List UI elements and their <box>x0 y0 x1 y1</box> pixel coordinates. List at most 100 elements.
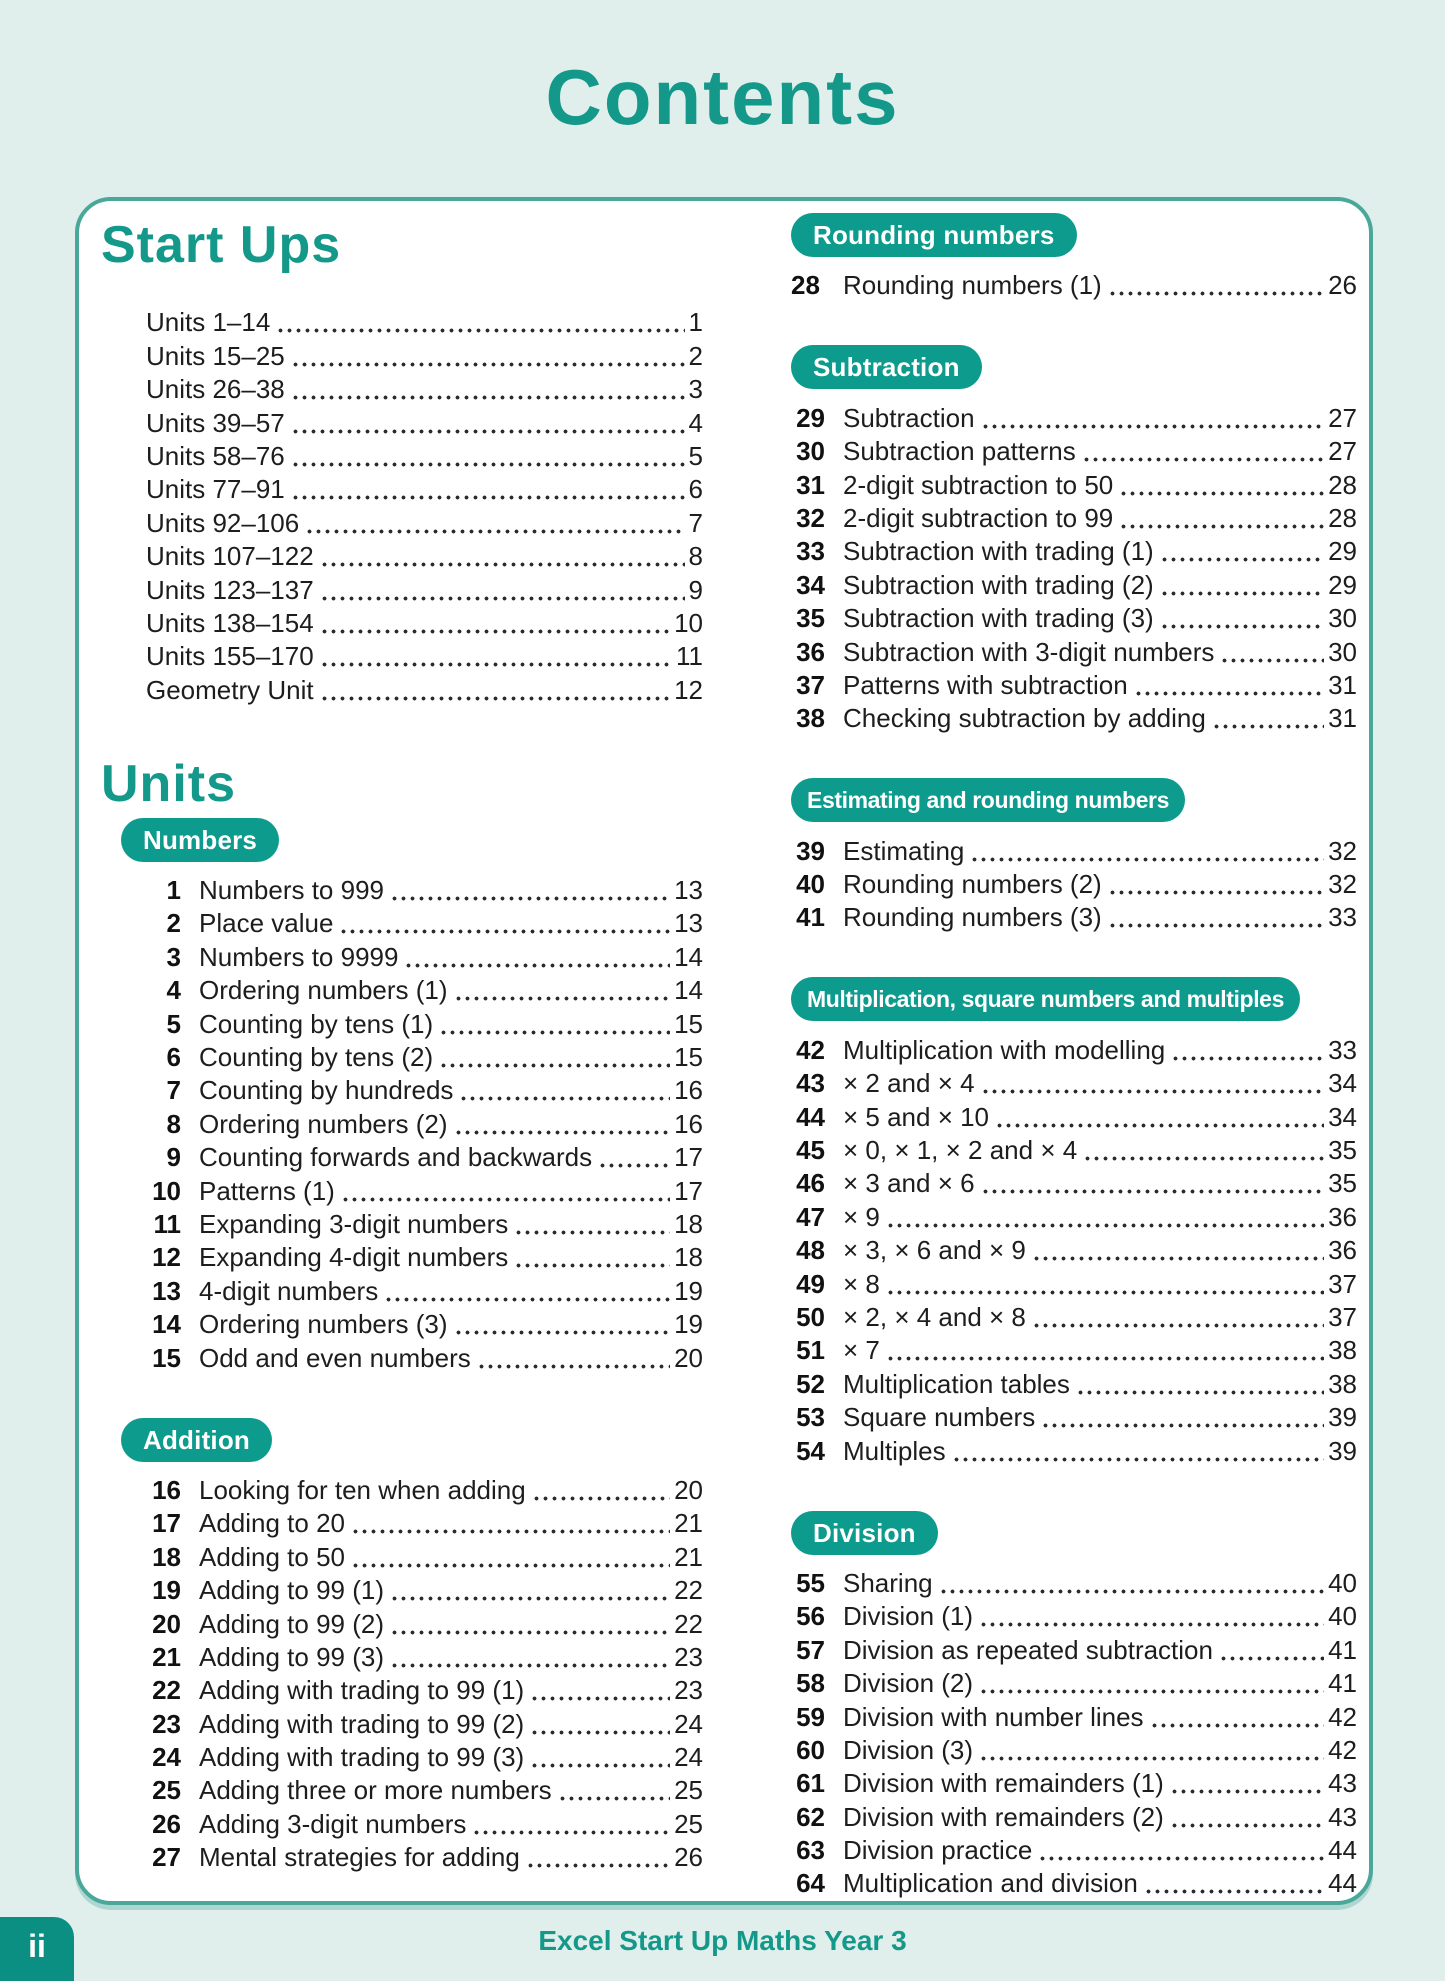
toc-entry-number: 57 <box>796 1634 825 1665</box>
toc-entry-title: 2-digit subtraction to 50 <box>843 469 1114 500</box>
dot-leader <box>1171 1055 1325 1061</box>
toc-entry-number: 54 <box>796 1435 825 1466</box>
toc-entry-number: 64 <box>796 1868 825 1899</box>
toc-entry-page: 7 <box>688 507 703 538</box>
toc-entry-title: Units 77–91 <box>146 474 285 505</box>
toc-entry-title: Units 155–170 <box>146 641 314 672</box>
toc-entry-number: 42 <box>796 1034 825 1065</box>
section-list-subtraction: 29 Subtraction 27 30 Subtraction patterns 27 3… <box>791 400 1357 734</box>
dot-leader <box>525 1863 671 1869</box>
toc-entry: 38 Checking subtraction by adding 31 <box>791 701 1357 734</box>
toc-entry-title: Adding to 50 <box>199 1541 346 1572</box>
dot-leader <box>1169 1789 1325 1795</box>
toc-entry-page: 21 <box>674 1541 703 1572</box>
dot-leader <box>476 1363 671 1369</box>
toc-entry: Units 58–76 5 <box>101 439 703 472</box>
toc-entry-page: 23 <box>674 1675 703 1706</box>
toc-entry-number: 61 <box>796 1768 825 1799</box>
toc-entry: 5 Counting by tens (1) 15 <box>101 1006 703 1039</box>
toc-entry: 45 × 0, × 1, × 2 and × 4 35 <box>791 1133 1357 1166</box>
dot-leader <box>319 595 685 601</box>
toc-entry-page: 14 <box>674 975 703 1006</box>
toc-entry-page: 44 <box>1328 1868 1357 1899</box>
toc-entry-title: × 7 <box>843 1335 880 1366</box>
toc-entry-title: Expanding 3-digit numbers <box>199 1208 509 1239</box>
dot-leader <box>1159 624 1325 630</box>
toc-entry: Units 1–14 1 <box>101 305 703 338</box>
dot-leader <box>1143 1889 1325 1895</box>
dot-leader <box>290 428 685 434</box>
toc-entry-number: 26 <box>152 1808 181 1839</box>
toc-entry-title: Subtraction with trading (2) <box>843 569 1154 600</box>
dot-leader <box>459 1096 671 1102</box>
toc-entry-page: 2 <box>688 340 703 371</box>
toc-entry-title: × 0, × 1, × 2 and × 4 <box>843 1135 1078 1166</box>
dot-leader <box>530 1763 671 1769</box>
toc-entry-number: 51 <box>796 1335 825 1366</box>
toc-entry-title: Geometry Unit <box>146 674 314 705</box>
section-badge-estimating-and-rounding-numbers: Estimating and rounding numbers <box>791 778 1186 823</box>
toc-entry: Units 39–57 4 <box>101 405 703 438</box>
toc-entry: 23 Adding with trading to 99 (2) 24 <box>101 1706 703 1739</box>
toc-entry: 18 Adding to 50 21 <box>101 1539 703 1572</box>
toc-entry: Geometry Unit 12 <box>101 672 703 705</box>
toc-entry: 4 Ordering numbers (1) 14 <box>101 973 703 1006</box>
toc-entry-page: 15 <box>674 1008 703 1039</box>
toc-entry-number: 40 <box>796 869 825 900</box>
dot-leader <box>938 1588 1325 1594</box>
toc-entry-number: 33 <box>796 536 825 567</box>
toc-entry-title: Division (1) <box>843 1601 974 1632</box>
dot-leader <box>472 1829 671 1835</box>
dot-leader <box>453 996 671 1002</box>
toc-entry-page: 25 <box>674 1775 703 1806</box>
toc-entry: 50 × 2, × 4 and × 8 37 <box>791 1300 1357 1333</box>
toc-entry-page: 21 <box>674 1508 703 1539</box>
toc-entry-page: 16 <box>674 1075 703 1106</box>
dot-leader <box>1083 1156 1325 1162</box>
toc-entry-page: 39 <box>1328 1402 1357 1433</box>
toc-entry-title: Rounding numbers (3) <box>843 902 1102 933</box>
dot-leader <box>979 1689 1325 1695</box>
toc-entry-title: Multiplication tables <box>843 1368 1070 1399</box>
section-list-numbers: 1 Numbers to 999 13 2 Place value 13 3 Numbers … <box>101 873 703 1374</box>
toc-entry: 31 2-digit subtraction to 50 28 <box>791 467 1357 500</box>
toc-entry-number: 9 <box>166 1142 181 1173</box>
toc-entry-number: 21 <box>152 1641 181 1672</box>
page-title: Contents <box>545 53 900 141</box>
dot-leader <box>404 962 671 968</box>
toc-entry-page: 35 <box>1328 1135 1357 1166</box>
dot-leader <box>980 1089 1325 1095</box>
toc-entry-title: Counting by tens (2) <box>199 1042 434 1073</box>
toc-entry-title: Ordering numbers (3) <box>199 1309 448 1340</box>
toc-entry-title: Patterns (1) <box>199 1175 335 1206</box>
dot-leader <box>340 1196 671 1202</box>
toc-entry-page: 41 <box>1328 1634 1357 1665</box>
page-number-tab: ii <box>0 1917 74 1981</box>
dot-leader <box>1159 557 1325 563</box>
toc-entry-number: 37 <box>796 669 825 700</box>
dot-leader <box>1107 923 1325 929</box>
toc-entry-number: 53 <box>796 1402 825 1433</box>
toc-entry-number: 34 <box>796 569 825 600</box>
toc-entry-title: × 3 and × 6 <box>843 1168 975 1199</box>
toc-entry-page: 31 <box>1328 669 1357 700</box>
toc-entry-page: 38 <box>1328 1335 1357 1366</box>
toc-entry: Units 107–122 8 <box>101 539 703 572</box>
toc-entry-page: 26 <box>674 1842 703 1873</box>
dot-leader <box>1038 1856 1325 1862</box>
toc-entry-title: Patterns with subtraction <box>843 669 1128 700</box>
dot-leader <box>276 328 685 334</box>
toc-entry-page: 30 <box>1328 636 1357 667</box>
dot-leader <box>439 1063 671 1069</box>
toc-entry-number: 14 <box>152 1309 181 1340</box>
dot-leader <box>290 361 685 367</box>
toc-entry-title: Units 123–137 <box>146 574 314 605</box>
toc-entry-page: 8 <box>688 541 703 572</box>
toc-entry-number: 28 <box>791 270 820 301</box>
toc-entry-title: Adding three or more numbers <box>199 1775 552 1806</box>
dot-leader <box>339 929 671 935</box>
toc-entry-title: Adding with trading to 99 (1) <box>199 1675 525 1706</box>
toc-entry-title: Adding to 99 (3) <box>199 1641 385 1672</box>
section-list-rounding-numbers: 28 Rounding numbers (1) 26 <box>791 268 1357 301</box>
dot-leader <box>885 1222 1325 1228</box>
